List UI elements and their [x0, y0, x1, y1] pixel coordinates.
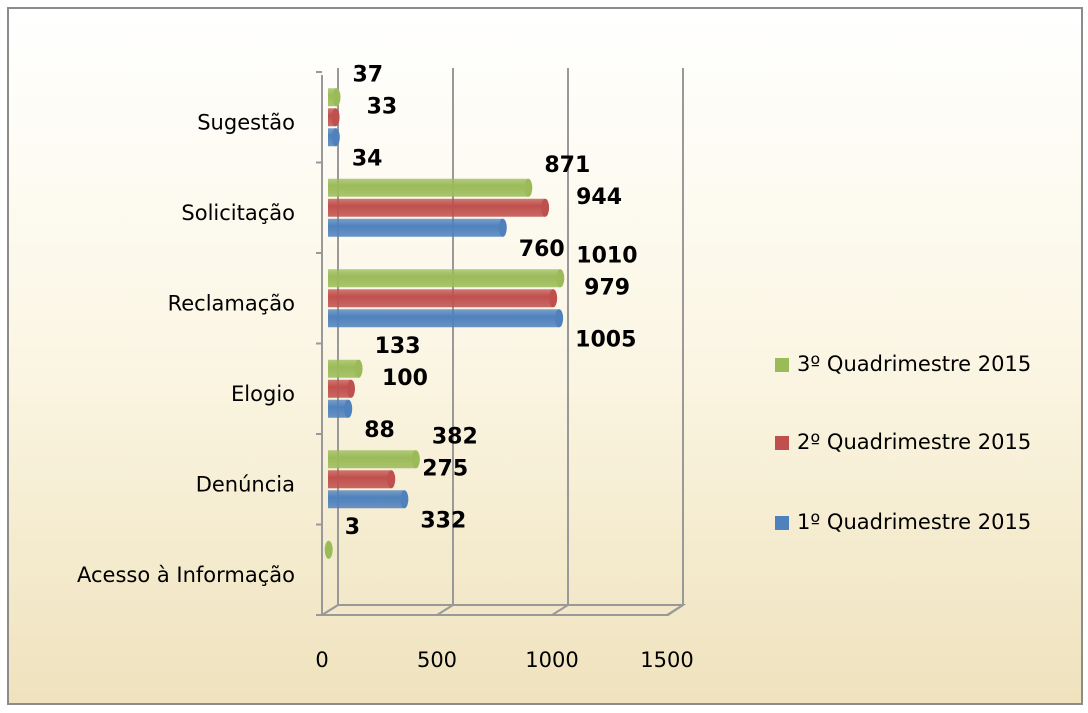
bar-body — [328, 399, 349, 418]
y-tick-label: Elogio — [231, 382, 295, 406]
bar-cap — [387, 470, 396, 489]
bar-cap — [498, 218, 507, 237]
bar — [328, 379, 355, 398]
x-tick-label: 1000 — [525, 648, 578, 672]
bar — [328, 289, 558, 308]
bar-cap — [555, 309, 564, 328]
bar-cap — [354, 359, 363, 378]
data-label: 275 — [422, 456, 468, 481]
data-label: 34 — [352, 146, 383, 171]
bar-cap — [331, 108, 340, 127]
bar-body — [328, 178, 529, 197]
bar-cap — [541, 198, 550, 217]
bar-cap — [400, 490, 409, 509]
bar-body — [328, 450, 416, 469]
y-tick-label: Reclamação — [168, 291, 295, 315]
bar-cap — [556, 269, 565, 288]
y-tick-label: Acesso à Informação — [77, 563, 295, 587]
bar-body — [328, 379, 351, 398]
bar-body — [328, 309, 560, 328]
bar-body — [328, 470, 392, 489]
tick-mark — [321, 604, 339, 616]
data-label: 944 — [576, 185, 622, 210]
y-tick-label: Solicitação — [181, 201, 295, 225]
bar-cap — [332, 88, 341, 107]
x-tick-label: 500 — [417, 648, 457, 672]
data-label: 88 — [364, 418, 395, 443]
bar — [328, 128, 340, 147]
tick-mark — [436, 604, 454, 616]
data-label: 382 — [432, 424, 478, 449]
bar-cap — [324, 540, 333, 559]
bar — [328, 490, 409, 509]
legend-label: 3º Quadrimestre 2015 — [797, 352, 1031, 376]
data-label: 100 — [382, 366, 428, 391]
data-label: 871 — [544, 153, 590, 178]
y-tick-label: Denúncia — [196, 472, 295, 496]
data-label: 133 — [375, 334, 421, 359]
data-label: 37 — [353, 62, 384, 87]
bar-body — [328, 289, 554, 308]
x-tick-label: 1500 — [640, 648, 693, 672]
bar — [328, 218, 507, 237]
data-label: 33 — [367, 94, 398, 119]
data-label: 760 — [519, 237, 565, 262]
bar — [328, 309, 564, 328]
bar-cap — [411, 450, 420, 469]
bar-body — [328, 198, 546, 217]
tick-mark — [666, 604, 684, 616]
bar-cap — [331, 128, 340, 147]
bar-cap — [344, 399, 353, 418]
bar-body — [328, 269, 561, 288]
bar — [328, 178, 533, 197]
legend-label: 2º Quadrimestre 2015 — [797, 430, 1031, 454]
data-label: 979 — [584, 275, 630, 300]
bar — [328, 88, 341, 107]
bar — [328, 269, 565, 288]
data-label: 3 — [345, 515, 360, 540]
data-label: 332 — [420, 508, 466, 533]
bar — [328, 470, 396, 489]
tick-mark — [551, 604, 569, 616]
bar-body — [328, 359, 359, 378]
bar-body — [328, 88, 337, 107]
data-label: 1010 — [576, 243, 637, 268]
bar-body — [328, 218, 503, 237]
bar — [324, 540, 333, 559]
bar — [328, 399, 353, 418]
legend-swatch — [775, 436, 789, 450]
legend-label: 1º Quadrimestre 2015 — [797, 510, 1031, 534]
bar-cap — [347, 379, 355, 398]
x-tick-label: 0 — [315, 648, 328, 672]
data-label: 1005 — [575, 327, 636, 352]
bar — [328, 108, 340, 127]
y-tick-label: Sugestão — [197, 110, 295, 134]
legend-swatch — [775, 358, 789, 372]
bar — [328, 198, 550, 217]
legend-swatch — [775, 516, 789, 530]
bar-body — [328, 490, 405, 509]
bar-cap — [524, 178, 533, 197]
bar-cap — [549, 289, 558, 308]
bar — [328, 450, 420, 469]
chart-frame — [7, 7, 1083, 705]
bar — [328, 359, 363, 378]
